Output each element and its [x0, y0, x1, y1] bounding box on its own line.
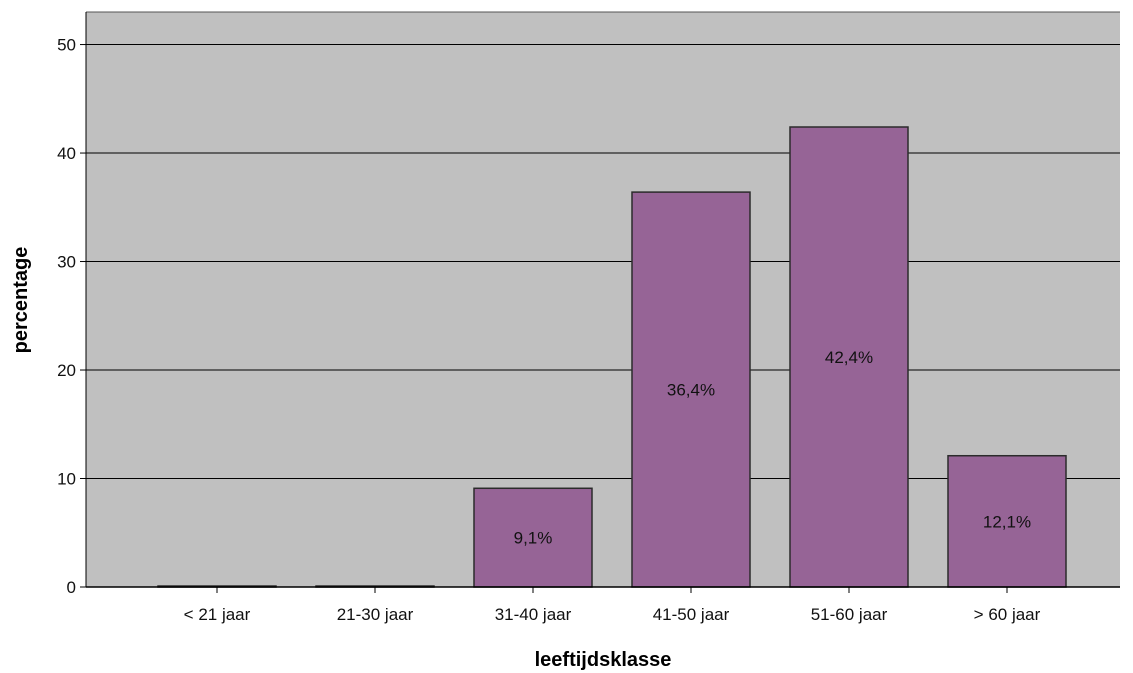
x-tick-label: 41-50 jaar — [653, 605, 730, 624]
x-axis: < 21 jaar 21-30 jaar 31-40 jaar 41-50 jaar 5… — [86, 586, 1120, 624]
y-tick-label: 20 — [57, 361, 76, 380]
bar-value-label: 9,1% — [514, 529, 553, 548]
y-tick-label: 50 — [57, 36, 76, 55]
gridlines — [85, 11, 1120, 587]
data-labels: 9,1% 36,4% 42,4% 12,1% — [514, 348, 1031, 548]
y-tick-label: 40 — [57, 144, 76, 163]
y-axis-title: percentage — [10, 247, 32, 354]
bar-value-label: 36,4% — [667, 381, 715, 400]
x-tick-label: 21-30 jaar — [337, 605, 414, 624]
y-tick-label: 10 — [57, 470, 76, 489]
x-axis-title: leeftijdsklasse — [535, 649, 672, 671]
x-tick-label: 31-40 jaar — [495, 605, 572, 624]
bars — [157, 126, 1067, 588]
y-tick-label: 30 — [57, 253, 76, 272]
y-axis: 0 10 20 30 40 50 — [57, 36, 86, 597]
x-tick-label: < 21 jaar — [184, 605, 251, 624]
bar-value-label: 12,1% — [983, 512, 1031, 531]
x-tick-label: 51-60 jaar — [811, 605, 888, 624]
x-tick-label: > 60 jaar — [974, 605, 1041, 624]
y-tick-label: 0 — [67, 578, 76, 597]
bar-value-label: 42,4% — [825, 348, 873, 367]
